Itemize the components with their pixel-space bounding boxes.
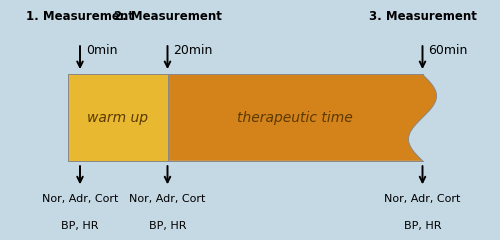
- Text: 60min: 60min: [428, 44, 468, 57]
- Text: warm up: warm up: [87, 111, 148, 125]
- Text: 20min: 20min: [174, 44, 213, 57]
- Text: 1. Measurement: 1. Measurement: [26, 10, 134, 23]
- Text: 2. Measurement: 2. Measurement: [114, 10, 222, 23]
- Text: Nor, Adr, Cort: Nor, Adr, Cort: [384, 194, 460, 204]
- Text: therapeutic time: therapeutic time: [237, 111, 353, 125]
- Polygon shape: [168, 74, 436, 161]
- Polygon shape: [68, 74, 168, 161]
- Text: BP, HR: BP, HR: [404, 221, 442, 231]
- Text: BP, HR: BP, HR: [61, 221, 99, 231]
- Text: 0min: 0min: [86, 44, 118, 57]
- Text: BP, HR: BP, HR: [149, 221, 186, 231]
- Text: 3. Measurement: 3. Measurement: [368, 10, 476, 23]
- Text: Nor, Adr, Cort: Nor, Adr, Cort: [42, 194, 118, 204]
- Text: Nor, Adr, Cort: Nor, Adr, Cort: [130, 194, 206, 204]
